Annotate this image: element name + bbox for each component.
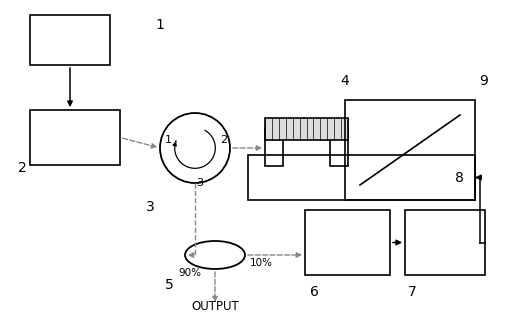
Bar [305,210,390,275]
Bar [30,15,110,65]
Bar [330,128,348,166]
Bar [30,110,120,165]
Text: 10%: 10% [250,258,273,268]
Text: 1: 1 [165,135,172,145]
Bar [265,118,348,140]
Text: 90%: 90% [179,268,201,278]
Text: 7: 7 [408,285,417,299]
Bar [248,155,475,200]
Text: 5: 5 [165,278,174,292]
Bar [405,210,485,275]
Bar [265,128,283,166]
Text: 6: 6 [310,285,319,299]
Text: 3: 3 [197,178,203,188]
Text: 8: 8 [455,171,464,185]
Bar [345,100,475,200]
Text: 2: 2 [18,161,27,175]
Text: 4: 4 [340,74,349,88]
Text: 9: 9 [479,74,488,88]
Text: OUTPUT: OUTPUT [191,300,239,313]
Text: 1: 1 [155,18,164,32]
Text: 2: 2 [220,135,227,145]
Text: 3: 3 [146,200,155,214]
